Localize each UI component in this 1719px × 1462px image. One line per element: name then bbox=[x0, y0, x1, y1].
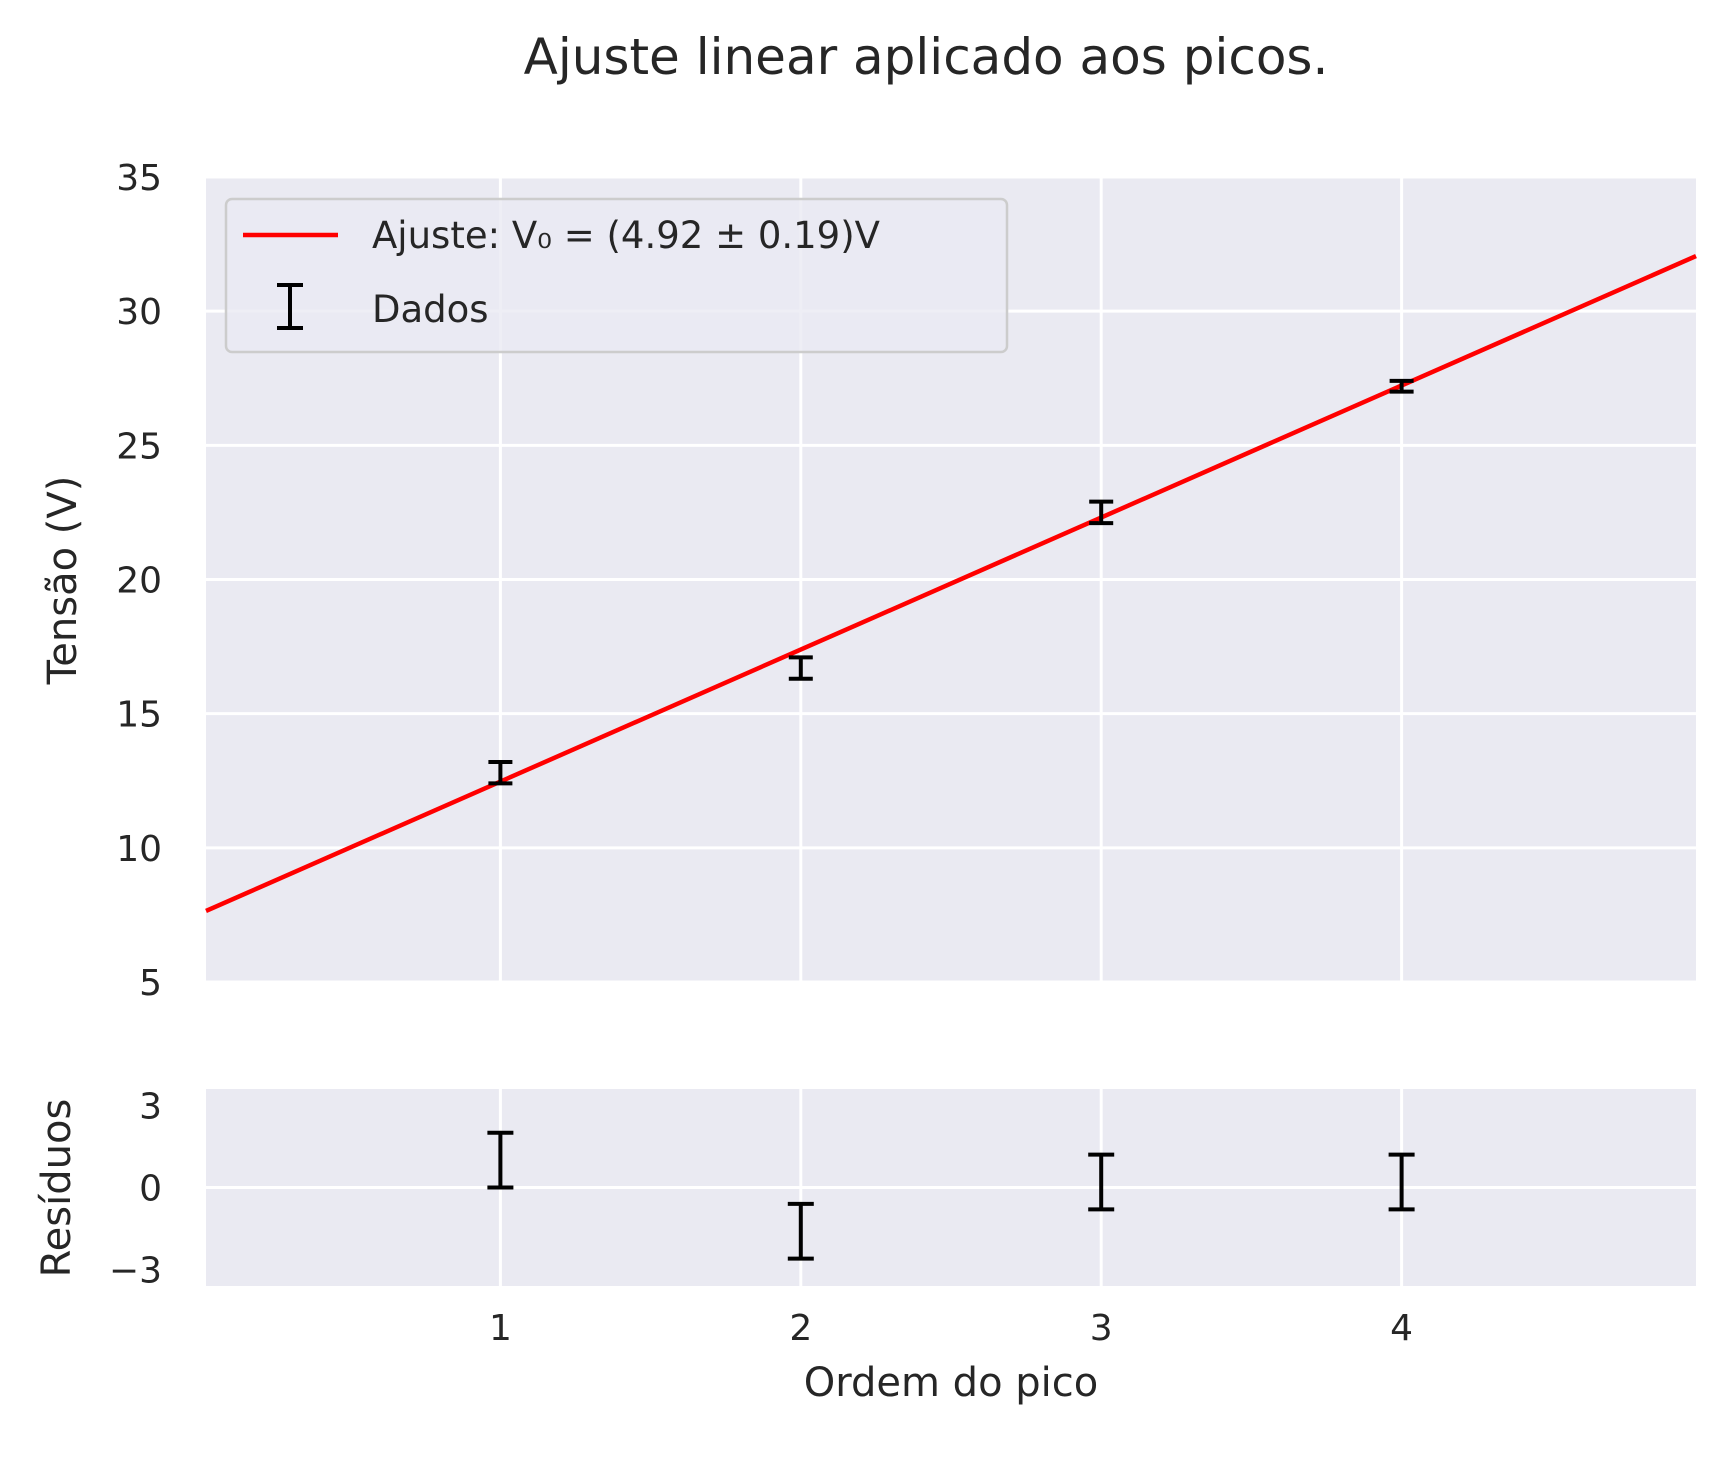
main-y-tick-label: 20 bbox=[116, 561, 162, 602]
residual-errorbar bbox=[787, 1201, 814, 1261]
main-y-tick-label: 10 bbox=[116, 829, 162, 870]
legend-data-label: Dados bbox=[372, 288, 489, 331]
data-point-errorbar bbox=[788, 655, 813, 681]
main-y-tick-label: 15 bbox=[116, 695, 162, 736]
fit-line-layer bbox=[205, 254, 1697, 913]
main-y-axis-label: Tensão (V) bbox=[40, 476, 86, 686]
residuals-y-tick-label: 3 bbox=[139, 1086, 162, 1127]
legend-data-swatch bbox=[277, 283, 303, 330]
data-errorbars bbox=[488, 378, 1414, 786]
legend-fit-label: Ajuste: V₀ = (4.92 ± 0.19)V bbox=[372, 214, 880, 257]
legend-box bbox=[224, 197, 1009, 354]
main-y-tick-label: 35 bbox=[116, 158, 162, 199]
legend: Ajuste: V₀ = (4.92 ± 0.19)V Dados bbox=[224, 197, 1009, 354]
residual-errorbar bbox=[487, 1130, 514, 1190]
x-tick-label: 1 bbox=[489, 1308, 512, 1349]
main-y-tick-labels: 5 10 15 20 25 30 35 bbox=[116, 158, 162, 1004]
x-tick-label: 3 bbox=[1090, 1308, 1113, 1349]
x-axis-label: Ordem do pico bbox=[804, 1360, 1098, 1406]
main-y-tick-label: 30 bbox=[116, 292, 162, 333]
data-point-errorbar bbox=[488, 759, 513, 786]
residual-errorbar bbox=[1388, 1152, 1415, 1212]
main-y-tick-label: 5 bbox=[139, 963, 162, 1004]
data-point-errorbar bbox=[1389, 378, 1414, 394]
residual-errorbar bbox=[1088, 1152, 1115, 1212]
residuals-y-tick-label: 0 bbox=[139, 1169, 162, 1210]
residuals-plot-area: −3 0 3 bbox=[109, 1086, 1696, 1292]
residuals-y-axis-label: Resíduos bbox=[34, 1099, 80, 1278]
residuals-y-tick-label: −3 bbox=[109, 1251, 162, 1292]
main-y-tick-label: 25 bbox=[116, 426, 162, 467]
x-tick-label: 2 bbox=[789, 1308, 812, 1349]
x-tick-label: 4 bbox=[1390, 1308, 1413, 1349]
data-point-errorbar bbox=[1089, 499, 1114, 526]
chart-title: Ajuste linear aplicado aos picos. bbox=[524, 28, 1329, 86]
x-tick-labels: 1 2 3 4 bbox=[489, 1308, 1413, 1349]
fit-line bbox=[205, 254, 1697, 913]
residuals-y-tick-labels: −3 0 3 bbox=[109, 1086, 162, 1291]
residual-errorbars bbox=[487, 1130, 1415, 1261]
